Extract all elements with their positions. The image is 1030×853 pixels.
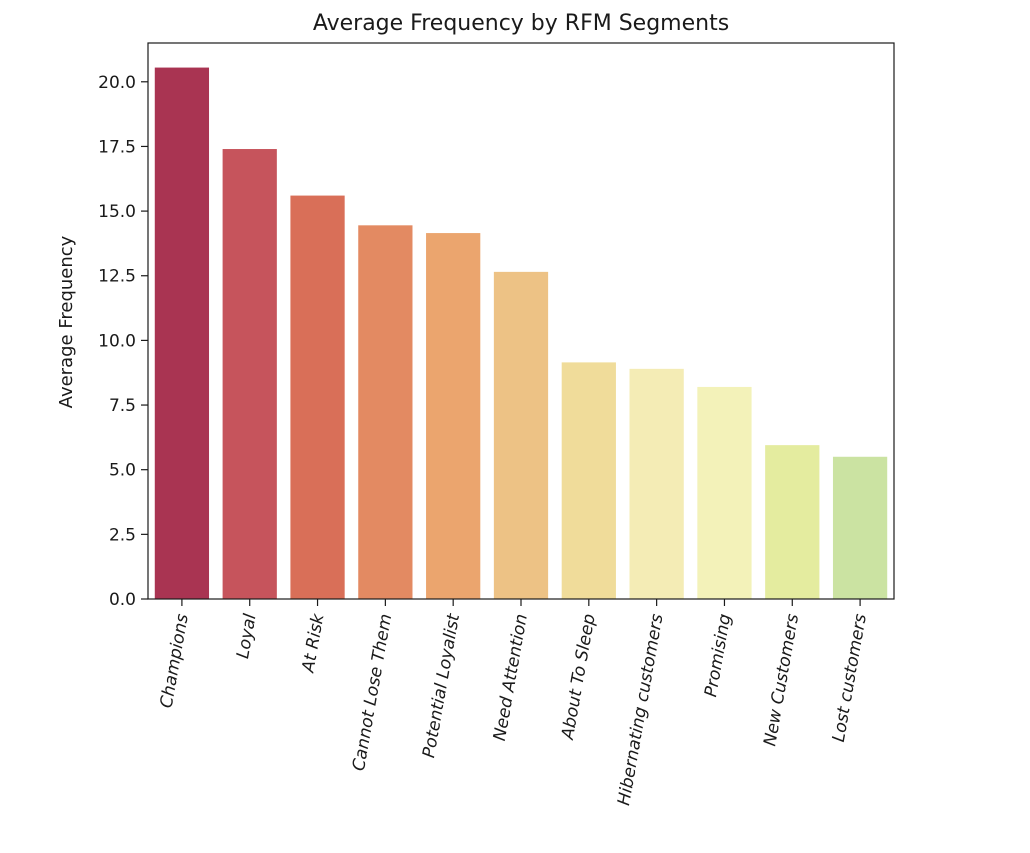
bar-10 bbox=[832, 456, 888, 599]
y-tick-label: 15.0 bbox=[98, 202, 136, 222]
bar-9 bbox=[765, 445, 820, 599]
x-axis: Champions Loyal At Risk Cannot Lose Them Pot… bbox=[157, 599, 871, 807]
bar-7 bbox=[629, 368, 684, 599]
x-tick-label: Need Attention bbox=[490, 612, 532, 742]
x-tick-label: Potential Loyalist bbox=[419, 611, 464, 759]
y-tick-label: 10.0 bbox=[98, 331, 136, 351]
bar-2 bbox=[290, 195, 345, 599]
y-tick-label: 20.0 bbox=[98, 73, 136, 93]
plot-frame bbox=[147, 42, 895, 600]
bar-1 bbox=[222, 149, 277, 599]
x-tick-label: Promising bbox=[701, 612, 735, 698]
bar-0 bbox=[154, 67, 210, 599]
x-tick-label: About To Sleep bbox=[558, 612, 600, 742]
y-tick-label: 5.0 bbox=[109, 461, 136, 481]
x-tick-label: Lost customers bbox=[829, 612, 871, 743]
y-tick-label: 7.5 bbox=[109, 396, 136, 416]
bar-3 bbox=[358, 225, 413, 599]
y-tick-label: 12.5 bbox=[98, 267, 136, 287]
x-tick-label: Loyal bbox=[233, 612, 261, 660]
x-tick-label: Hibernating customers bbox=[614, 612, 667, 807]
x-tick-label: New Customers bbox=[760, 612, 803, 747]
y-axis-label: Average Frequency bbox=[56, 235, 77, 408]
chart-title: Average Frequency by RFM Segments bbox=[313, 11, 729, 36]
y-axis: 0.0 2.5 5.0 7.5 10.0 12.5 15.0 17.5 20.0 bbox=[98, 73, 148, 610]
x-tick-label: Champions bbox=[157, 612, 193, 709]
bars-layer bbox=[154, 67, 888, 599]
x-tick-label: At Risk bbox=[298, 611, 328, 675]
y-tick-label: 2.5 bbox=[109, 525, 136, 545]
bar-8 bbox=[697, 386, 752, 599]
bar-6 bbox=[561, 362, 616, 599]
bar-5 bbox=[493, 271, 549, 599]
y-tick-label: 17.5 bbox=[98, 137, 136, 157]
y-tick-label: 0.0 bbox=[109, 590, 136, 610]
bar-4 bbox=[426, 233, 481, 599]
x-tick-label: Cannot Lose Them bbox=[349, 612, 396, 772]
